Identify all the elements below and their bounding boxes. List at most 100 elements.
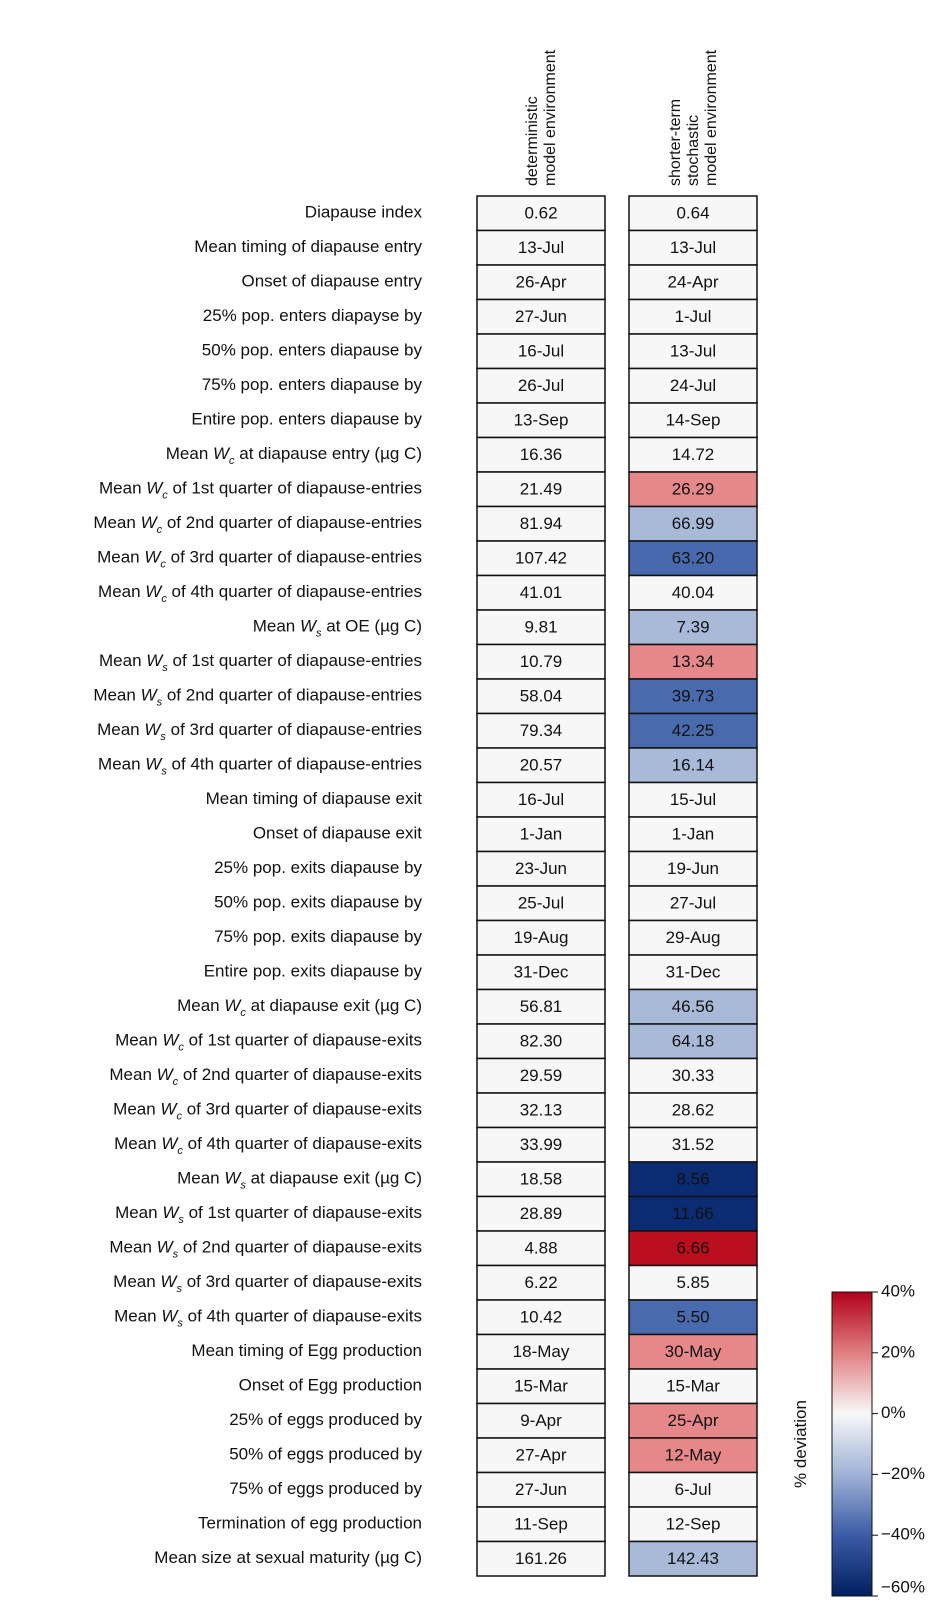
cell	[628, 747, 758, 784]
row-label: Mean Ws of 2nd quarter of diapause-entri…	[93, 686, 422, 708]
label-part: c	[160, 558, 166, 570]
colorbar-tick-label: 40%	[881, 1281, 915, 1300]
label-part: 25% of eggs produced by	[229, 1410, 422, 1429]
cell	[628, 1126, 758, 1163]
cell	[628, 1402, 758, 1439]
cell-value: 30-May	[665, 1342, 722, 1361]
cell-value: 15-Mar	[666, 1377, 720, 1396]
cell	[628, 471, 758, 508]
row-label: 50% pop. enters diapause by	[202, 341, 423, 360]
cell-value: 7.39	[676, 618, 709, 637]
cell	[476, 540, 606, 577]
cell	[476, 1299, 606, 1336]
label-part: Mean	[115, 1031, 162, 1050]
label-part: of 2nd quarter of diapause-exits	[178, 1065, 422, 1084]
cell	[628, 264, 758, 301]
cell-value: 18-May	[513, 1342, 570, 1361]
cell	[476, 1540, 606, 1577]
cell-value: 6-Jul	[675, 1480, 712, 1499]
label-part: 50% of eggs produced by	[229, 1445, 422, 1464]
cell	[476, 712, 606, 749]
cell-value: 14.72	[672, 445, 715, 464]
cell	[628, 505, 758, 542]
cell-value: 13-Sep	[514, 411, 569, 430]
row-label: 75% pop. enters diapause by	[202, 375, 423, 394]
cell-value: 19-Aug	[514, 928, 569, 947]
cell-value: 5.85	[676, 1273, 709, 1292]
cell-value: 30.33	[672, 1066, 715, 1085]
label-part: Mean	[99, 651, 146, 670]
cell-value: 9.81	[524, 618, 557, 637]
label-part: Mean	[93, 513, 140, 532]
cell-value: 0.64	[676, 204, 709, 223]
cell-value: 24-Apr	[667, 273, 718, 292]
label-part: of 1st quarter of diapause-entries	[168, 651, 422, 670]
cell-value: 13-Jul	[670, 238, 716, 257]
cell-value: 4.88	[524, 1239, 557, 1258]
cell-value: 27-Jun	[515, 307, 567, 326]
cell-value: 15-Jul	[670, 790, 716, 809]
cell	[476, 643, 606, 680]
cell	[628, 1264, 758, 1301]
cell	[476, 1023, 606, 1060]
label-part: Mean	[115, 1203, 162, 1222]
label-part: s	[173, 1248, 179, 1260]
cell	[476, 850, 606, 887]
cell	[628, 1333, 758, 1370]
cell-value: 26-Jul	[518, 376, 564, 395]
label-part: Mean	[109, 1065, 156, 1084]
label-part: W	[145, 755, 163, 774]
cell	[476, 471, 606, 508]
label-part: W	[144, 548, 162, 567]
row-label: Mean Ws of 4th quarter of diapause-exits	[114, 1307, 422, 1329]
label-part: Mean	[177, 1169, 224, 1188]
cell	[628, 298, 758, 335]
label-part: c	[240, 1007, 246, 1019]
cell	[476, 1471, 606, 1508]
row-label: Entire pop. exits diapause by	[204, 962, 423, 981]
label-part: of 4th quarter of diapause-exits	[183, 1134, 422, 1153]
cell	[476, 609, 606, 646]
label-part: s	[157, 696, 163, 708]
label-part: s	[316, 627, 322, 639]
cell	[628, 1023, 758, 1060]
cell-value: 32.13	[520, 1101, 563, 1120]
cell-value: 58.04	[520, 687, 563, 706]
cell-value: 26-Apr	[515, 273, 566, 292]
column-header: shorter-term	[667, 99, 684, 186]
row-label: Mean Wc at diapause exit (µg C)	[177, 996, 422, 1018]
row-label: Mean Ws of 3rd quarter of diapause-exits	[113, 1272, 422, 1294]
cell-value: 12-May	[665, 1446, 722, 1465]
row-label: Onset of diapause entry	[241, 272, 422, 291]
row-label: Mean Wc of 2nd quarter of diapause-entri…	[93, 513, 422, 535]
cell	[476, 436, 606, 473]
label-part: at OE (µg C)	[322, 617, 422, 636]
label-part: Mean	[97, 720, 144, 739]
row-label: Entire pop. enters diapause by	[191, 410, 422, 429]
cell	[628, 574, 758, 611]
label-part: W	[141, 513, 159, 532]
cell-value: 66.99	[672, 514, 715, 533]
row-label: Mean Ws of 1st quarter of diapause-entri…	[99, 651, 422, 673]
label-part: Mean	[99, 479, 146, 498]
label-part: Mean timing of diapause exit	[206, 789, 423, 808]
cell-value: 19-Jun	[667, 859, 719, 878]
label-part: s	[162, 662, 168, 674]
label-part: Onset of diapause exit	[253, 824, 422, 843]
label-part: 50% pop. exits diapause by	[214, 893, 422, 912]
row-label: Mean Wc of 1st quarter of diapause-entri…	[99, 479, 422, 501]
label-part: Mean	[253, 617, 300, 636]
cell-value: 41.01	[520, 583, 563, 602]
row-label: Mean Wc of 4th quarter of diapause-exits	[114, 1134, 422, 1156]
row-label: Mean Wc at diapause entry (µg C)	[166, 444, 422, 466]
label-part: c	[173, 1076, 179, 1088]
label-part: W	[146, 479, 164, 498]
cell	[476, 781, 606, 818]
cell-value: 46.56	[672, 997, 715, 1016]
label-part: Mean	[114, 1307, 161, 1326]
cell	[476, 919, 606, 956]
cell	[628, 919, 758, 956]
cell-value: 0.62	[524, 204, 557, 223]
cell	[476, 505, 606, 542]
